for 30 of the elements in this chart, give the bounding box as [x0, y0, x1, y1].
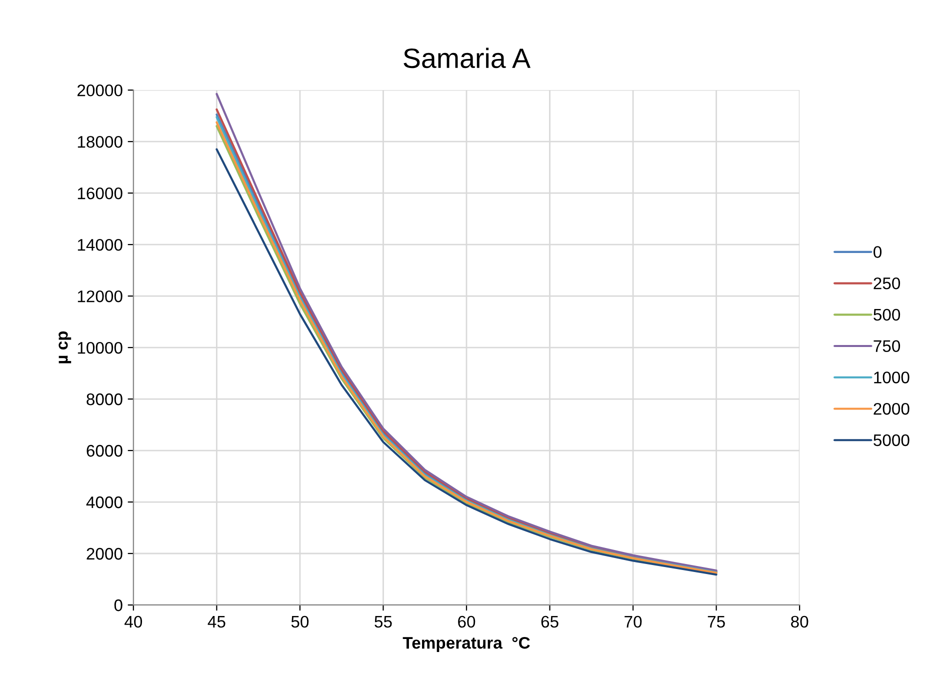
legend-label: 750 — [874, 340, 900, 352]
legend-label: 2000 — [874, 402, 910, 415]
y-tick-label: 18000 — [78, 136, 122, 148]
y-tick-label: 20000 — [78, 84, 122, 96]
y-tick-label: 12000 — [78, 290, 122, 302]
chart-title: Samaria A — [404, 48, 531, 68]
legend-label: 250 — [874, 277, 900, 290]
legend-label: 0 — [874, 246, 882, 258]
y-axis-title: µ cp — [58, 331, 72, 364]
x-axis-title: Temperatura °C — [402, 636, 530, 652]
x-tick-label: 75 — [708, 616, 725, 628]
x-tick-label: 60 — [458, 616, 476, 628]
x-tick-label: 40 — [124, 616, 142, 628]
legend-label: 1000 — [874, 372, 910, 384]
x-tick-label: 55 — [374, 616, 392, 628]
x-tick-label: 45 — [208, 616, 226, 628]
x-tick-label: 80 — [791, 616, 808, 628]
y-tick-label: 0 — [114, 599, 122, 612]
x-tick-label: 50 — [291, 616, 309, 628]
x-tick-label: 70 — [624, 616, 642, 628]
legend-label: 500 — [874, 308, 900, 321]
y-tick-label: 8000 — [86, 393, 122, 406]
y-tick-label: 2000 — [86, 548, 122, 560]
y-tick-label: 16000 — [78, 187, 122, 200]
legend-label: 5000 — [874, 434, 910, 446]
y-tick-label: 14000 — [78, 238, 122, 251]
x-tick-label: 65 — [541, 616, 558, 628]
y-tick-label: 10000 — [78, 342, 122, 354]
y-tick-label: 4000 — [86, 496, 122, 508]
y-tick-label: 6000 — [86, 444, 122, 457]
